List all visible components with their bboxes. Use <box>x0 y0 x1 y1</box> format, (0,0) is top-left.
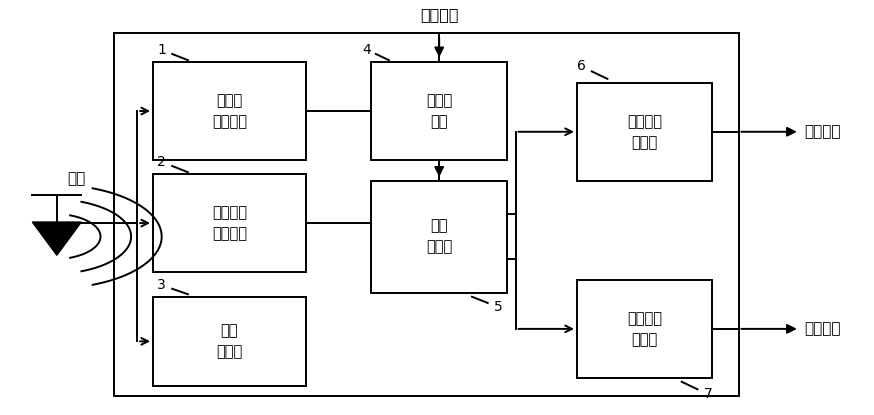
Bar <box>577 83 712 181</box>
Bar <box>114 33 739 396</box>
Bar <box>371 181 507 293</box>
Text: 基带信号: 基带信号 <box>804 124 841 139</box>
Text: 同相跨阻
放大器: 同相跨阻 放大器 <box>627 114 662 150</box>
Text: 有源
负反馈: 有源 负反馈 <box>216 323 243 359</box>
Text: 正交跨阻
放大器: 正交跨阻 放大器 <box>627 311 662 347</box>
Bar <box>153 297 306 386</box>
Text: 线性度
补偿电路: 线性度 补偿电路 <box>212 93 247 129</box>
Text: 1: 1 <box>157 43 166 57</box>
Bar <box>371 62 507 160</box>
Text: 3: 3 <box>157 278 166 292</box>
Text: 天线: 天线 <box>67 171 85 186</box>
Bar <box>153 174 306 272</box>
Text: 分频器
电路: 分频器 电路 <box>426 93 453 129</box>
Text: 5: 5 <box>494 300 503 314</box>
Text: 6: 6 <box>577 59 586 73</box>
Bar <box>577 280 712 378</box>
Text: 基带信号: 基带信号 <box>804 321 841 337</box>
Text: 4: 4 <box>363 43 371 57</box>
Text: 7: 7 <box>704 387 712 401</box>
Text: 低噪声跨
导放大器: 低噪声跨 导放大器 <box>212 205 247 241</box>
Text: 本振信号: 本振信号 <box>420 7 459 22</box>
Text: 无源
混频器: 无源 混频器 <box>426 219 453 254</box>
Polygon shape <box>32 222 81 255</box>
Bar <box>153 62 306 160</box>
Text: 2: 2 <box>157 155 166 169</box>
